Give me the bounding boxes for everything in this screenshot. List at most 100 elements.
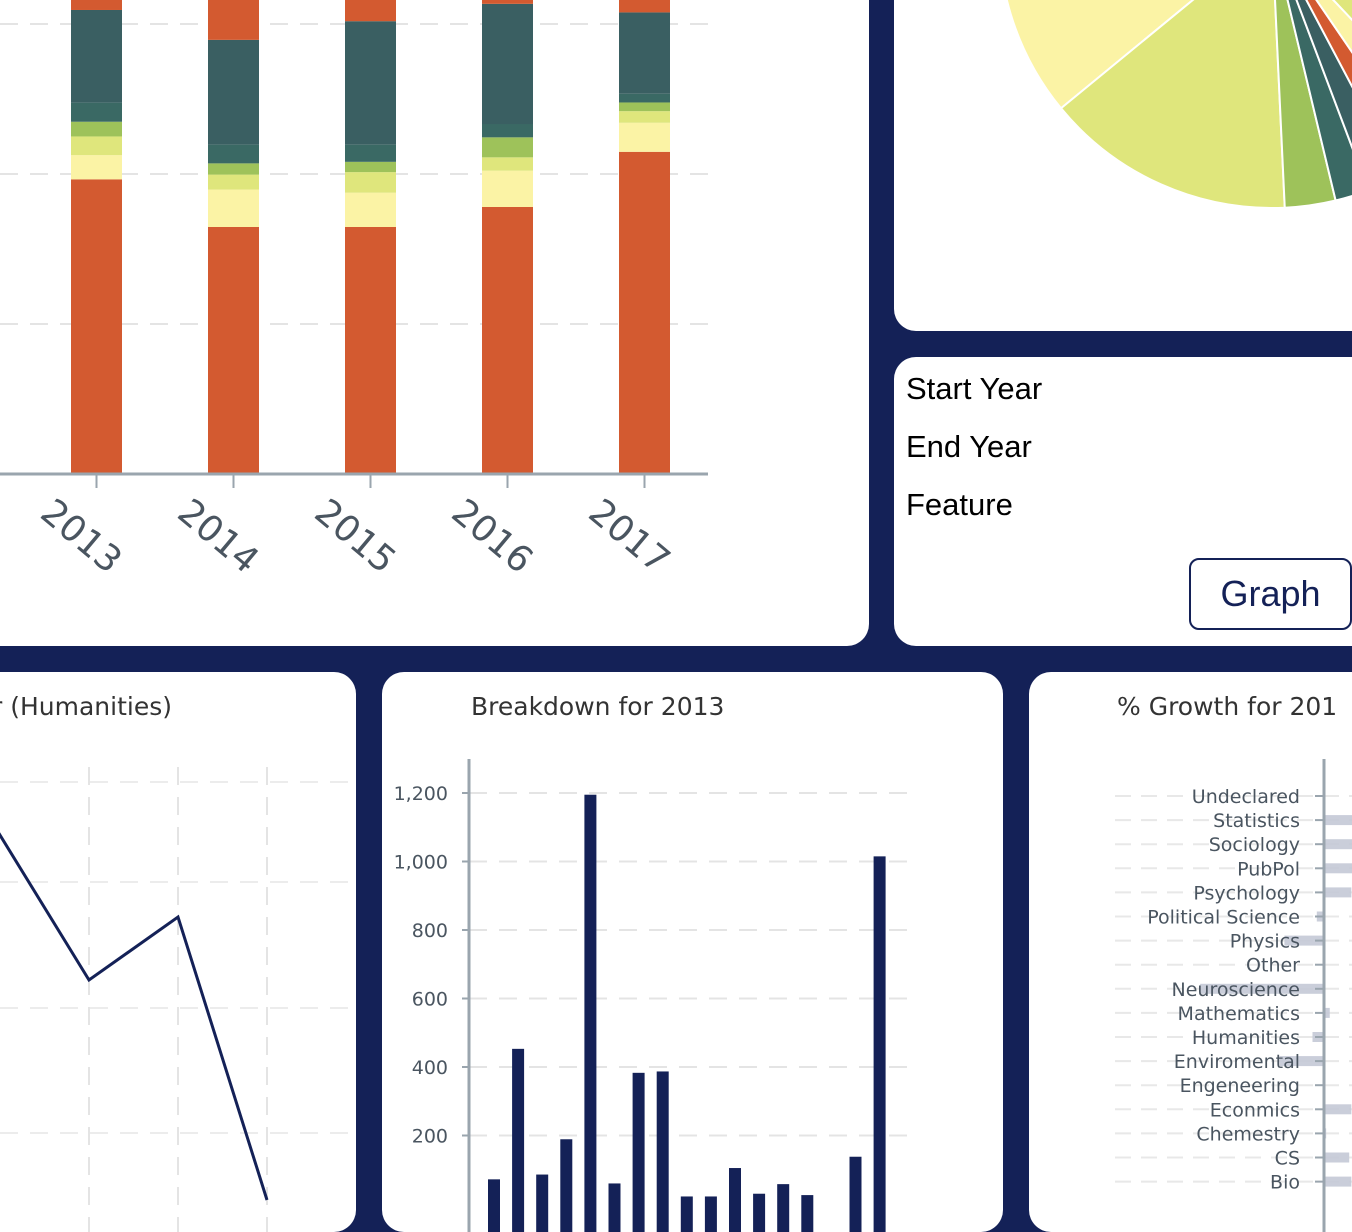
stacked-bar-segment xyxy=(482,170,533,207)
stacked-bar-segment xyxy=(71,179,122,475)
breakdown-bar xyxy=(632,1072,645,1232)
growth-category-label: Humanities xyxy=(1192,1027,1300,1049)
breakdown-bar xyxy=(777,1184,790,1232)
line-series xyxy=(0,832,269,1201)
stacked-x-tick-label: 2014 xyxy=(170,491,267,581)
breakdown-bar xyxy=(584,794,597,1232)
stacked-bar-segment xyxy=(482,137,533,158)
stacked-bar-segment xyxy=(208,144,259,164)
stacked-bar-segment xyxy=(619,122,670,152)
stacked-bar-segment xyxy=(71,121,122,137)
breakdown-y-ticks: 200 400 600 800 1,000 1,200 xyxy=(394,783,469,1148)
growth-category-label: Psychology xyxy=(1193,882,1300,904)
growth-bar xyxy=(1324,1152,1350,1163)
stacked-bar-segment xyxy=(71,0,122,10)
line-chart-gridlines xyxy=(0,767,356,1232)
breakdown-bar xyxy=(801,1195,814,1232)
breakdown-y-tick-label: 1,200 xyxy=(394,783,448,805)
stacked-bar-segment xyxy=(208,227,259,474)
growth-gridlines xyxy=(1115,795,1352,1183)
graph-button[interactable]: Graph xyxy=(1189,558,1352,630)
pie-chart-card xyxy=(894,0,1352,331)
growth-category-label: Bio xyxy=(1270,1172,1300,1194)
stacked-bar-segment xyxy=(208,174,259,190)
pie-chart xyxy=(1005,0,1352,209)
growth-bar xyxy=(1324,815,1352,826)
growth-category-label: Neuroscience xyxy=(1172,979,1300,1001)
breakdown-chart-title: Breakdown for 2013 xyxy=(471,692,724,721)
growth-bar xyxy=(1279,1056,1324,1067)
breakdown-bar xyxy=(729,1168,741,1232)
pie-slice xyxy=(1059,0,1286,209)
end-year-label: End Year xyxy=(906,429,1032,464)
stacked-bar-segment xyxy=(345,161,396,173)
stacked-bar-segment xyxy=(619,111,670,123)
stacked-bar-segment xyxy=(208,39,259,145)
stacked-bar-segment xyxy=(345,144,396,162)
line-chart-title: r (Humanities) xyxy=(0,692,172,721)
pie-slice xyxy=(1315,0,1352,54)
growth-category-label: Chemestry xyxy=(1196,1123,1300,1145)
start-year-label: Start Year xyxy=(906,371,1043,406)
breakdown-bar xyxy=(680,1196,693,1232)
stacked-bar-segment xyxy=(345,227,396,474)
breakdown-bar xyxy=(560,1139,573,1232)
growth-bar xyxy=(1324,1104,1352,1115)
growth-bar xyxy=(1284,935,1324,946)
breakdown-bar xyxy=(608,1183,621,1232)
stacked-bar-segment xyxy=(619,151,670,474)
pie-slice xyxy=(1305,0,1352,89)
stacked-bar-segment xyxy=(619,93,670,103)
stacked-bar-segment xyxy=(71,155,122,180)
breakdown-bar xyxy=(536,1174,549,1232)
growth-category-labels: UndeclaredStatisticsSociologyPubPolPsych… xyxy=(1147,786,1324,1194)
breakdown-bar-chart: Breakdown for 2013 200 400 600 800 1,000 1,20… xyxy=(394,692,907,1232)
breakdown-bar xyxy=(488,1179,500,1232)
line-chart: r (Humanities) xyxy=(0,692,356,1232)
stacked-x-tick-label: 2016 xyxy=(444,491,541,581)
breakdown-gridlines xyxy=(469,792,907,1137)
breakdown-bar xyxy=(512,1048,525,1232)
stacked-bar-segment xyxy=(482,3,533,125)
growth-bar xyxy=(1324,1176,1352,1187)
stacked-bar-segment xyxy=(345,172,396,193)
stacked-bar-segment xyxy=(208,189,259,227)
stacked-bar-segment xyxy=(345,0,396,22)
growth-category-label: PubPol xyxy=(1237,858,1300,880)
breakdown-chart-card: Breakdown for 2013 200 400 600 800 1,000 1,20… xyxy=(382,672,1003,1232)
stacked-bar-segment xyxy=(345,21,396,145)
stacked-bar-segment xyxy=(71,136,122,156)
growth-category-label: Enviromental xyxy=(1174,1051,1300,1073)
growth-bar xyxy=(1324,863,1352,874)
line-chart-card: r (Humanities) xyxy=(0,672,356,1232)
stacked-bar-segment xyxy=(482,124,533,138)
growth-category-label: Physics xyxy=(1230,931,1300,953)
breakdown-bar xyxy=(753,1193,766,1232)
breakdown-y-tick-label: 400 xyxy=(412,1057,448,1079)
stacked-bar-segment xyxy=(619,12,670,94)
breakdown-bars xyxy=(488,794,886,1232)
stacked-bars xyxy=(71,0,670,475)
stacked-bar-segment xyxy=(208,0,259,40)
breakdown-y-tick-label: 200 xyxy=(412,1126,448,1148)
stacked-bar-segment xyxy=(71,9,122,103)
stacked-chart-card: 2013 2014 2015 2016 2017 xyxy=(0,0,869,646)
stacked-bar-segment xyxy=(619,102,670,112)
feature-label: Feature xyxy=(906,487,1013,522)
breakdown-bar xyxy=(704,1196,717,1232)
growth-category-label: CS xyxy=(1275,1148,1300,1170)
stacked-bar-chart: 2013 2014 2015 2016 2017 xyxy=(0,0,708,582)
growth-category-label: Other xyxy=(1246,955,1300,977)
growth-bar xyxy=(1324,887,1352,898)
growth-bar xyxy=(1200,983,1324,994)
stacked-x-tick-label: 2013 xyxy=(33,491,130,581)
stacked-x-tick-label: 2017 xyxy=(581,491,678,581)
stacked-bar-segment xyxy=(71,102,122,122)
breakdown-bar xyxy=(873,856,886,1232)
growth-bar-chart: % Growth for 201 UndeclaredStatisticsSoc… xyxy=(1115,692,1352,1232)
stacked-bar-segment xyxy=(345,192,396,227)
growth-chart-card: % Growth for 201 Undeclared Statistics Soc… xyxy=(1029,672,1352,1232)
pie-slices xyxy=(1005,0,1352,209)
breakdown-y-tick-label: 800 xyxy=(412,920,448,942)
graph-options-form: Start Year End Year Feature Graph xyxy=(894,357,1352,646)
